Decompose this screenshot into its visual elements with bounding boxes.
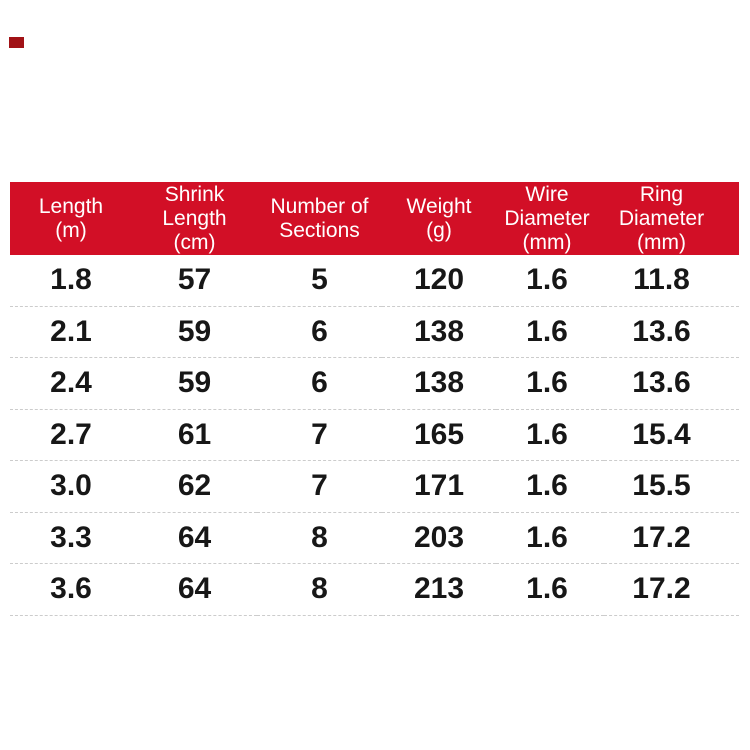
cell-ring-diameter: 13.6 [604,357,739,410]
cell-length: 2.4 [10,357,132,410]
cell-sections: 8 [257,563,382,616]
table-row: 2.7 61 7 165 1.6 15.4 [10,409,739,461]
cell-sections: 7 [257,460,382,513]
cell-length: 3.3 [10,512,132,564]
cell-shrink-length: 64 [132,512,257,564]
table-row: 3.3 64 8 203 1.6 17.2 [10,512,739,564]
cell-ring-diameter: 15.4 [604,409,739,461]
cell-shrink-length: 62 [132,460,257,513]
cell-ring-diameter: 13.6 [604,306,739,358]
header-row: Length (m) Shrink Length (cm) Number of … [10,182,739,255]
table-row: 1.8 57 5 120 1.6 11.8 [10,255,739,307]
cell-wire-diameter: 1.6 [496,563,604,616]
column-header-number-of-sections: Number of Sections [270,194,369,242]
cell-shrink-length: 59 [132,357,257,410]
cell-ring-diameter: 15.5 [604,460,739,513]
table-body: 1.8 57 5 120 1.6 11.8 2.1 59 6 138 1.6 1… [10,255,739,616]
cell-weight: 203 [382,512,496,564]
cell-weight: 165 [382,409,496,461]
cell-sections: 8 [257,512,382,564]
column-header-shrink-length-cm: Shrink Length (cm) [162,182,227,254]
table-header: Length (m) Shrink Length (cm) Number of … [10,182,739,255]
table-row: 3.0 62 7 171 1.6 15.5 [10,460,739,513]
cell-wire-diameter: 1.6 [496,357,604,410]
cell-weight: 138 [382,306,496,358]
table-row: 2.4 59 6 138 1.6 13.6 [10,357,739,410]
cell-wire-diameter: 1.6 [496,409,604,461]
cell-sections: 5 [257,255,382,307]
corner-red-mark [9,37,24,48]
cell-length: 1.8 [10,255,132,307]
table-row: 2.1 59 6 138 1.6 13.6 [10,306,739,358]
column-header-ring-diameter-mm: Ring Diameter (mm) [618,182,705,254]
cell-shrink-length: 64 [132,563,257,616]
column-header-wire-diameter-mm: Wire Diameter (mm) [504,182,590,254]
cell-weight: 138 [382,357,496,410]
cell-shrink-length: 57 [132,255,257,307]
cell-ring-diameter: 11.8 [604,255,739,307]
column-header-length-m: Length (m) [38,194,104,242]
cell-wire-diameter: 1.6 [496,255,604,307]
cell-length: 2.7 [10,409,132,461]
cell-weight: 213 [382,563,496,616]
cell-length: 3.6 [10,563,132,616]
specification-table: Length (m) Shrink Length (cm) Number of … [10,182,739,616]
cell-shrink-length: 61 [132,409,257,461]
column-header-weight-g: Weight (g) [406,194,472,242]
table-row: 3.6 64 8 213 1.6 17.2 [10,563,739,616]
cell-sections: 7 [257,409,382,461]
cell-shrink-length: 59 [132,306,257,358]
cell-length: 3.0 [10,460,132,513]
cell-sections: 6 [257,357,382,410]
cell-weight: 171 [382,460,496,513]
cell-sections: 6 [257,306,382,358]
cell-wire-diameter: 1.6 [496,306,604,358]
cell-wire-diameter: 1.6 [496,460,604,513]
cell-length: 2.1 [10,306,132,358]
cell-ring-diameter: 17.2 [604,512,739,564]
cell-weight: 120 [382,255,496,307]
cell-wire-diameter: 1.6 [496,512,604,564]
cell-ring-diameter: 17.2 [604,563,739,616]
